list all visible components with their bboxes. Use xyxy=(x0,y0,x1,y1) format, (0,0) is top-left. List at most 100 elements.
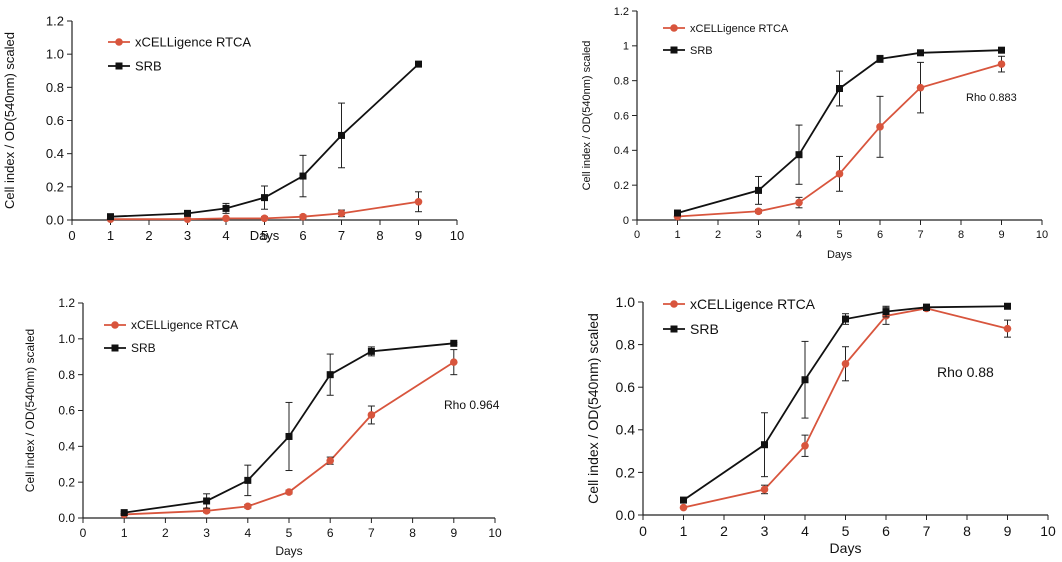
x-axis-label: Days xyxy=(275,544,302,558)
legend-marker xyxy=(670,325,678,333)
x-tick-label: 10 xyxy=(488,526,502,540)
data-point xyxy=(299,212,307,221)
y-tick-label: 0.0 xyxy=(46,213,64,228)
x-tick-label: 7 xyxy=(338,228,345,243)
x-tick-label: 2 xyxy=(720,523,728,539)
legend-marker xyxy=(115,38,123,46)
series-srb xyxy=(680,302,1011,504)
x-tick-label: 2 xyxy=(715,229,721,241)
legend: xCELLigence RTCA SRB xyxy=(663,23,789,57)
legend-marker xyxy=(670,46,678,54)
y-tick-label: 1.0 xyxy=(46,47,64,62)
data-point xyxy=(842,315,849,323)
data-point xyxy=(184,209,191,217)
y-tick-label: 0.4 xyxy=(614,145,629,157)
x-tick-label: 1 xyxy=(121,526,128,540)
x-axis-label: Days xyxy=(830,540,862,556)
x-tick-label: 1 xyxy=(674,229,680,241)
data-point xyxy=(222,214,230,223)
y-tick-label: 0.2 xyxy=(46,179,64,194)
y-tick-label: 0.2 xyxy=(58,475,75,489)
legend-label: xCELLigence RTCA xyxy=(690,296,816,312)
data-point xyxy=(326,456,335,465)
data-point xyxy=(203,497,211,505)
data-point xyxy=(450,358,458,366)
legend-label: SRB xyxy=(690,321,719,337)
legend-label: xCELLigence RTCA xyxy=(135,35,251,50)
x-tick-label: 5 xyxy=(842,523,850,539)
data-point xyxy=(244,476,252,484)
data-point xyxy=(836,85,843,93)
x-tick-label: 6 xyxy=(877,229,883,241)
y-tick-label: 0.8 xyxy=(58,368,75,382)
data-point xyxy=(202,507,211,515)
data-point xyxy=(917,49,924,57)
data-point xyxy=(997,60,1006,68)
x-tick-label: 10 xyxy=(1036,229,1048,241)
legend: xCELLigence RTCA SRB xyxy=(104,318,238,355)
chart-panel-2: 0 1 2 3 4 5 6 7 8 9 10 0 0.2 0.4 0.6 0.8 1 1.2 Days Cell in… xyxy=(581,6,1048,261)
chart-panel-3: 0 1 2 3 4 5 6 7 8 9 10 0.0 0.2 0.4 0.6 0.8 1.0 1.2 Days Cel… xyxy=(23,296,502,558)
data-point xyxy=(795,151,803,159)
y-axis-label: Cell index / OD(540nm) scaled xyxy=(2,32,17,209)
x-tick-label: 8 xyxy=(958,229,964,241)
x-tick-label: 2 xyxy=(145,228,152,243)
x-tick-label: 10 xyxy=(1040,523,1056,539)
x-tick-label: 8 xyxy=(963,523,971,539)
chart-panel-4: 0 1 2 3 4 5 6 7 8 9 10 0.0 0.2 0.4 0.6 0.8 1.0 Days Cell i… xyxy=(585,294,1056,556)
y-tick-label: 1.0 xyxy=(616,294,636,310)
data-point xyxy=(795,198,803,207)
data-point xyxy=(998,46,1005,54)
series-srb xyxy=(674,46,1005,217)
x-tick-label: 0 xyxy=(68,228,75,243)
y-tick-label: 1 xyxy=(623,41,629,53)
y-axis-label: Cell index / OD(540nm) scaled xyxy=(23,329,37,492)
y-tick-label: 0.8 xyxy=(614,76,629,88)
x-tick-label: 4 xyxy=(222,228,229,243)
x-tick-label: 8 xyxy=(376,228,383,243)
data-point xyxy=(107,213,114,221)
x-tick-label: 3 xyxy=(761,523,769,539)
series-line xyxy=(683,307,1008,509)
y-tick-label: 0.8 xyxy=(46,80,64,95)
data-point xyxy=(338,131,345,139)
legend-marker xyxy=(111,321,119,329)
legend: xCELLigence RTCA SRB xyxy=(663,296,816,337)
data-point xyxy=(299,172,307,180)
y-axis-label: Cell index / OD(540nm) scaled xyxy=(581,41,593,191)
y-tick-label: 0.4 xyxy=(58,440,75,454)
series-xcelligence-rtca xyxy=(679,304,1012,512)
data-point xyxy=(1003,324,1012,333)
data-point xyxy=(120,509,128,517)
data-point xyxy=(882,308,890,316)
x-tick-label: 0 xyxy=(634,229,640,241)
data-point xyxy=(761,441,768,449)
x-tick-label: 9 xyxy=(415,228,422,243)
x-tick-label: 1 xyxy=(680,523,688,539)
y-tick-label: 0 xyxy=(623,215,629,227)
legend-label: SRB xyxy=(690,45,713,57)
data-point xyxy=(1004,302,1011,310)
x-tick-label: 6 xyxy=(327,526,334,540)
data-point xyxy=(337,209,346,218)
x-axis-label: Days xyxy=(827,249,853,261)
rho-annotation: Rho 0.883 xyxy=(966,92,1017,104)
data-point xyxy=(674,209,681,217)
series-xcelligence-rtca xyxy=(673,55,1006,221)
x-tick-label: 3 xyxy=(184,228,191,243)
y-tick-label: 0.0 xyxy=(58,511,75,525)
x-tick-label: 9 xyxy=(1004,523,1012,539)
legend-marker xyxy=(111,344,119,352)
rho-annotation: Rho 0.88 xyxy=(937,364,994,380)
data-point xyxy=(801,376,809,384)
data-point xyxy=(326,371,334,379)
x-tick-label: 10 xyxy=(450,228,464,243)
series-srb xyxy=(120,339,458,517)
data-point xyxy=(261,194,268,202)
x-tick-label: 7 xyxy=(923,523,931,539)
x-tick-label: 4 xyxy=(796,229,802,241)
data-point xyxy=(680,496,687,504)
y-tick-label: 0.6 xyxy=(58,404,75,418)
x-tick-label: 5 xyxy=(286,526,293,540)
